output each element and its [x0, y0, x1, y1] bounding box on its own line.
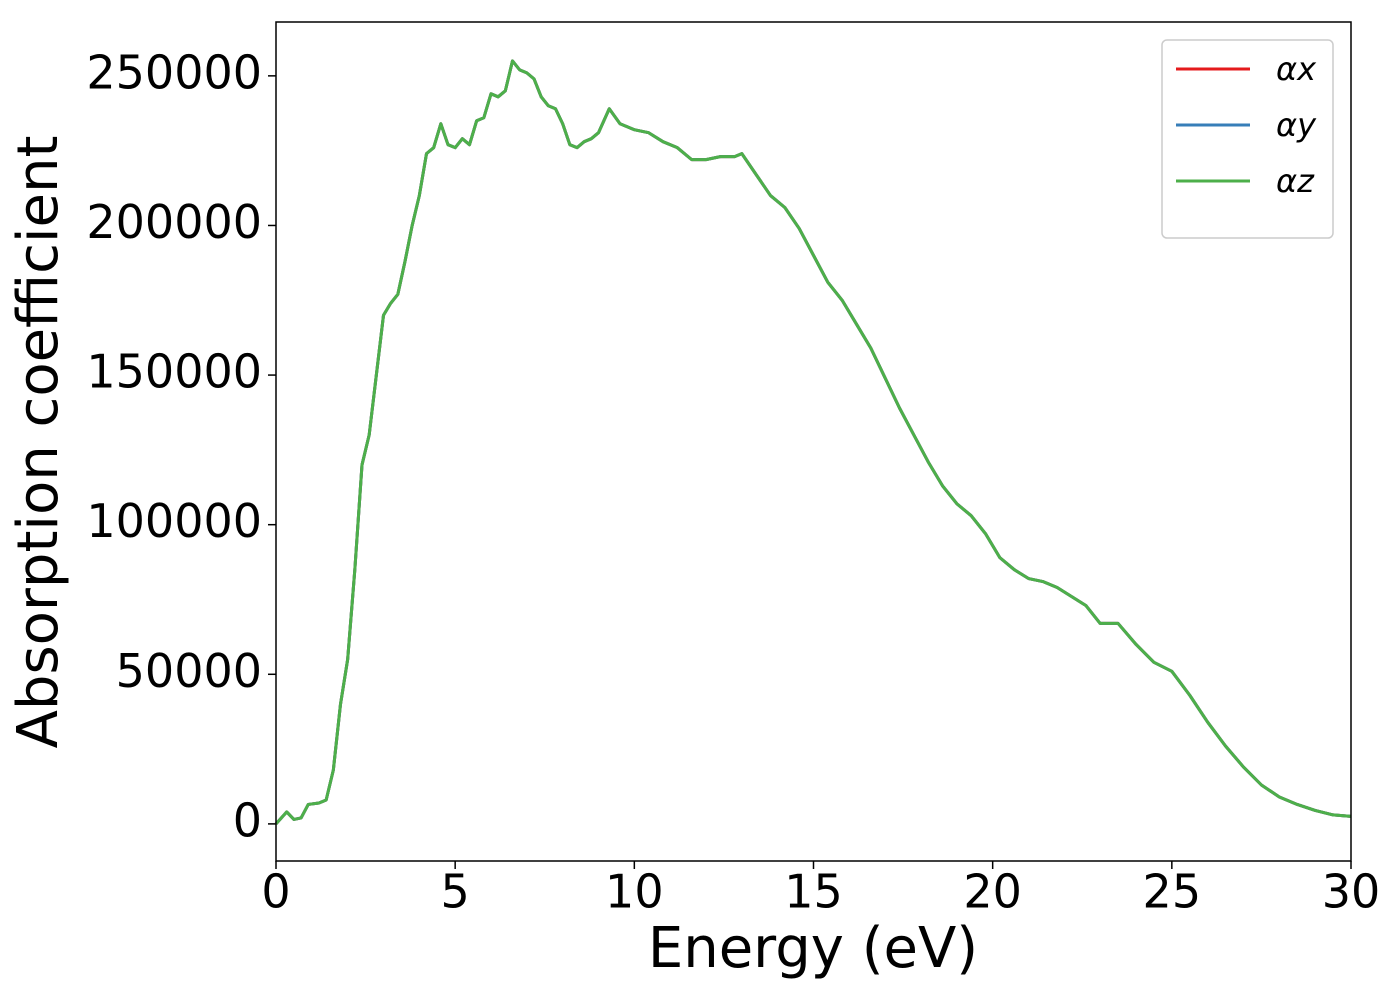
legend-label: αz — [1276, 162, 1315, 200]
x-tick-label: 15 — [784, 865, 843, 919]
y-tick-label: 200000 — [86, 195, 262, 249]
legend: αx αy αz — [1161, 39, 1334, 239]
y-axis-label: Absorption coefficient — [6, 136, 71, 749]
y-tick-label: 50000 — [116, 644, 262, 698]
y-tick-label: 0 — [233, 793, 262, 847]
x-tick-label: 20 — [963, 865, 1022, 919]
x-tick-label: 10 — [605, 865, 664, 919]
y-tick-label: 100000 — [86, 494, 262, 548]
x-axis-label: Energy (eV) — [648, 916, 978, 981]
plot-frame — [275, 21, 1352, 862]
legend-label: αx — [1276, 50, 1317, 88]
legend-label: αy — [1276, 106, 1317, 144]
line-series — [274, 59, 1352, 825]
x-tick-label: 25 — [1143, 865, 1202, 919]
x-tick-label: 0 — [261, 865, 290, 919]
y-tick-label: 150000 — [86, 345, 262, 399]
legend-box — [1161, 39, 1334, 239]
x-tick-label: 30 — [1322, 865, 1381, 919]
x-tick-label: 5 — [441, 865, 470, 919]
y-tick-label: 250000 — [86, 45, 262, 99]
